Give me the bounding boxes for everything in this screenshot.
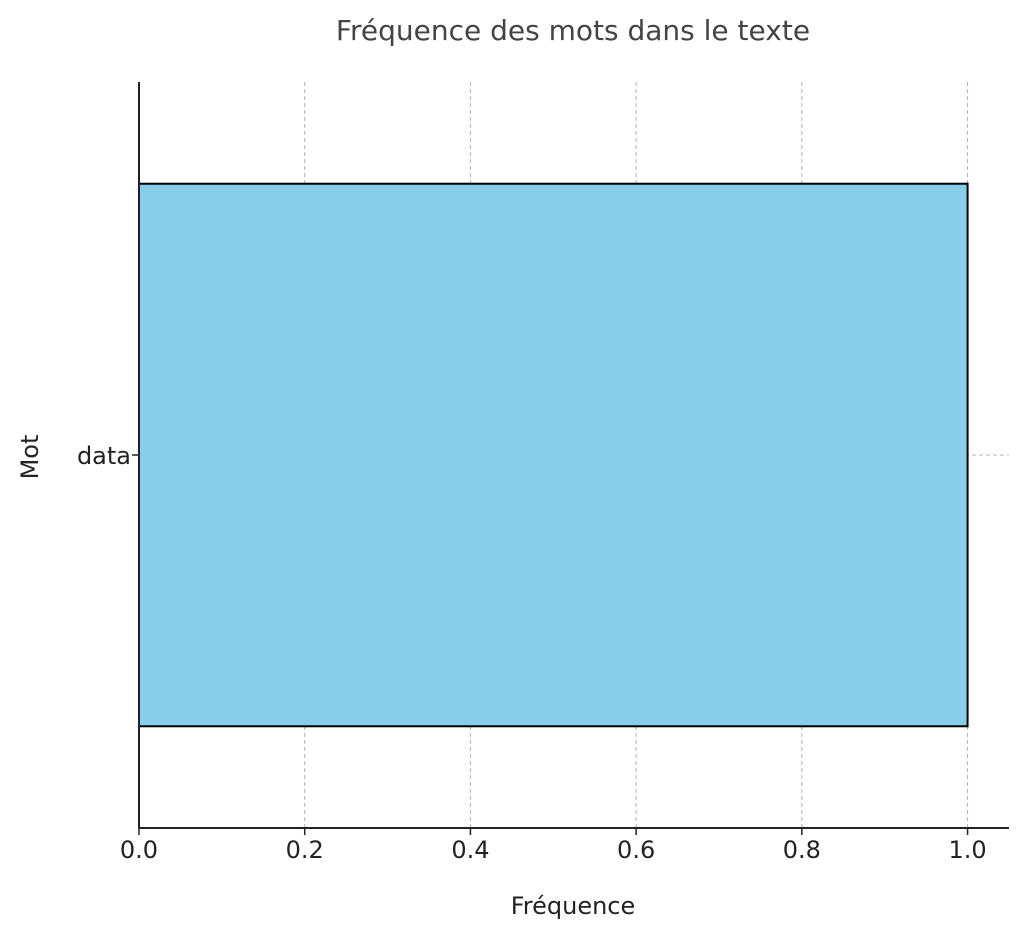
chart-title: Fréquence des mots dans le texte: [336, 14, 810, 47]
y-ticks: data: [77, 442, 139, 470]
bar-data: [138, 182, 969, 728]
bars: [138, 182, 969, 728]
y-axis-label: Mot: [16, 435, 44, 480]
x-tick-label-5: 1.0: [948, 836, 986, 864]
y-tick-label-0: data: [77, 442, 131, 470]
x-tick-label-1: 0.2: [286, 836, 324, 864]
x-tick-label-4: 0.8: [783, 836, 821, 864]
x-axis-label: Fréquence: [511, 892, 636, 920]
x-ticks: 0.0 0.2 0.4 0.6 0.8 1.0: [120, 828, 987, 864]
x-tick-label-3: 0.6: [617, 836, 655, 864]
x-tick-label-2: 0.4: [451, 836, 489, 864]
x-tick-label-0: 0.0: [120, 836, 158, 864]
